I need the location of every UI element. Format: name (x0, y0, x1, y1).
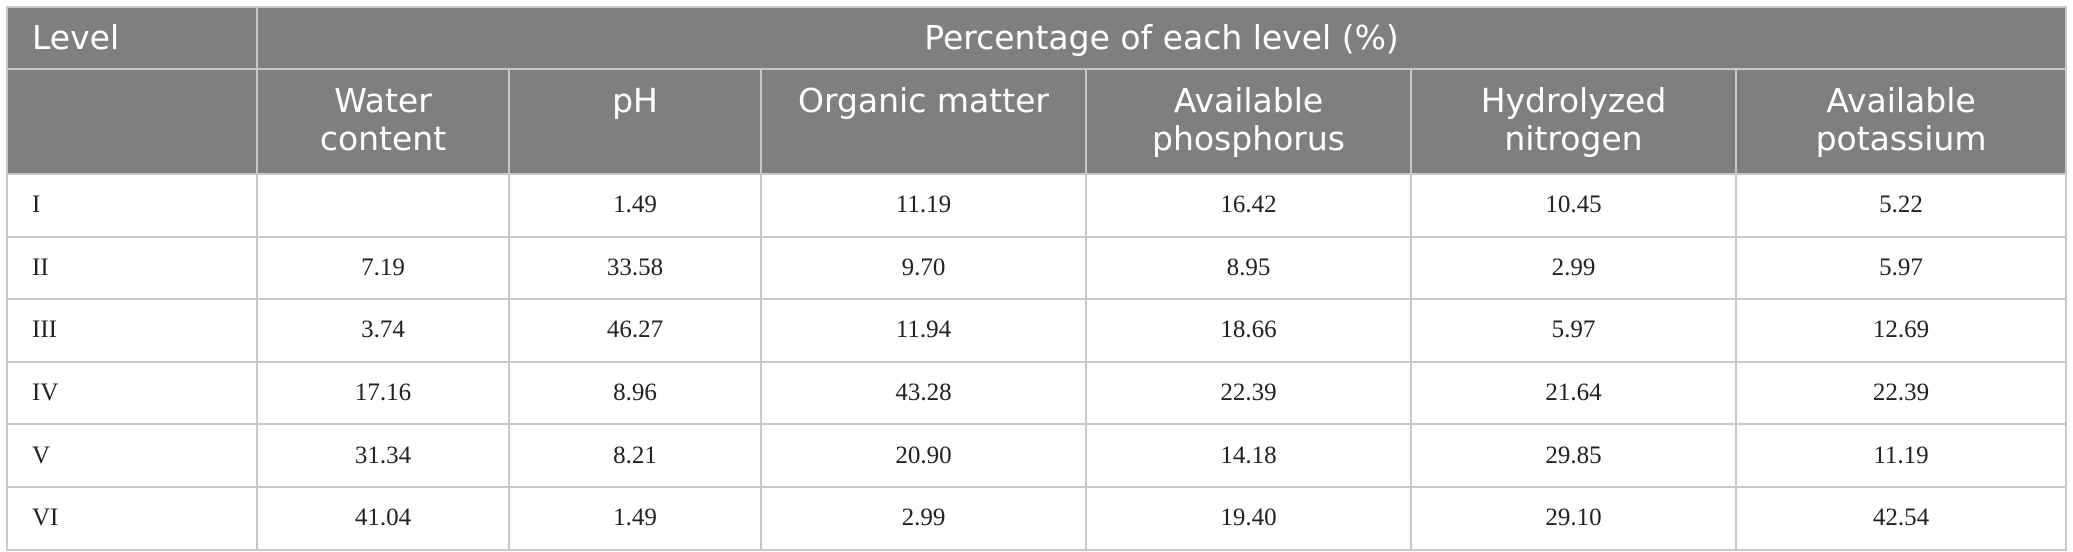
available-phosphorus-cell: 18.66 (1085, 298, 1412, 363)
organic-matter-cell: 43.28 (760, 360, 1087, 426)
ph-cell: 1.49 (508, 485, 762, 551)
percentage-group-header: Percentage of each level (%) (255, 6, 2068, 70)
ph-cell: 46.27 (508, 298, 762, 363)
soil-nutrient-table: Level Percentage of each level (%) Water… (6, 6, 2068, 551)
available-potassium-cell: 12.69 (1734, 298, 2068, 363)
organic-matter-cell: 9.70 (760, 235, 1087, 301)
column-header-hydrolyzed-nitrogen: Hydrolyzed nitrogen (1410, 68, 1737, 175)
organic-matter-cell: 11.19 (760, 173, 1087, 238)
water-content-cell: 31.34 (256, 423, 510, 488)
header-row-top: Level Percentage of each level (%) (6, 6, 2068, 70)
available-potassium-cell: 22.39 (1734, 360, 2068, 426)
level-cell: I (6, 173, 258, 238)
column-header-ph: pH (508, 68, 762, 175)
ph-cell: 1.49 (508, 173, 762, 238)
available-phosphorus-cell: 14.18 (1085, 423, 1412, 488)
available-phosphorus-cell: 16.42 (1085, 173, 1412, 238)
table-header: Level Percentage of each level (%) Water… (6, 6, 2068, 175)
level-cell: IV (6, 360, 258, 426)
hydrolyzed-nitrogen-cell: 2.99 (1410, 235, 1737, 301)
hydrolyzed-nitrogen-cell: 21.64 (1410, 360, 1737, 426)
available-potassium-cell: 5.22 (1734, 173, 2068, 238)
table-row: I 1.49 11.19 16.42 10.45 5.22 (6, 173, 2068, 238)
ph-cell: 33.58 (508, 235, 762, 301)
table-row: IV 17.16 8.96 43.28 22.39 21.64 22.39 (6, 360, 2068, 426)
hydrolyzed-nitrogen-cell: 5.97 (1410, 298, 1737, 363)
soil-nutrient-table-container: Level Percentage of each level (%) Water… (6, 6, 2068, 551)
available-potassium-cell: 5.97 (1734, 235, 2068, 301)
water-content-cell (256, 173, 510, 238)
hydrolyzed-nitrogen-cell: 29.10 (1410, 485, 1737, 551)
column-header-available-phosphorus: Available phosphorus (1085, 68, 1412, 175)
level-cell: VI (6, 485, 258, 551)
level-cell: III (6, 298, 258, 363)
available-potassium-cell: 42.54 (1734, 485, 2068, 551)
column-header-organic-matter: Organic matter (760, 68, 1087, 175)
water-content-cell: 7.19 (256, 235, 510, 301)
organic-matter-cell: 11.94 (760, 298, 1087, 363)
available-phosphorus-cell: 22.39 (1085, 360, 1412, 426)
level-column-header: Level (6, 6, 258, 70)
ph-cell: 8.21 (508, 423, 762, 488)
table-row: V 31.34 8.21 20.90 14.18 29.85 11.19 (6, 423, 2068, 488)
table-body: I 1.49 11.19 16.42 10.45 5.22 II 7.19 33… (6, 173, 2068, 551)
water-content-cell: 17.16 (256, 360, 510, 426)
organic-matter-cell: 2.99 (760, 485, 1087, 551)
level-subheader-empty (6, 68, 258, 175)
available-phosphorus-cell: 19.40 (1085, 485, 1412, 551)
available-phosphorus-cell: 8.95 (1085, 235, 1412, 301)
hydrolyzed-nitrogen-cell: 10.45 (1410, 173, 1737, 238)
table-row: VI 41.04 1.49 2.99 19.40 29.10 42.54 (6, 485, 2068, 551)
water-content-cell: 41.04 (256, 485, 510, 551)
column-header-available-potassium: Available potassium (1734, 68, 2068, 175)
available-potassium-cell: 11.19 (1734, 423, 2068, 488)
water-content-cell: 3.74 (256, 298, 510, 363)
level-cell: II (6, 235, 258, 301)
hydrolyzed-nitrogen-cell: 29.85 (1410, 423, 1737, 488)
table-row: II 7.19 33.58 9.70 8.95 2.99 5.97 (6, 235, 2068, 301)
table-row: III 3.74 46.27 11.94 18.66 5.97 12.69 (6, 298, 2068, 363)
header-row-columns: Water content pH Organic matter Availabl… (6, 68, 2068, 175)
column-header-water-content: Water content (256, 68, 510, 175)
organic-matter-cell: 20.90 (760, 423, 1087, 488)
ph-cell: 8.96 (508, 360, 762, 426)
level-cell: V (6, 423, 258, 488)
